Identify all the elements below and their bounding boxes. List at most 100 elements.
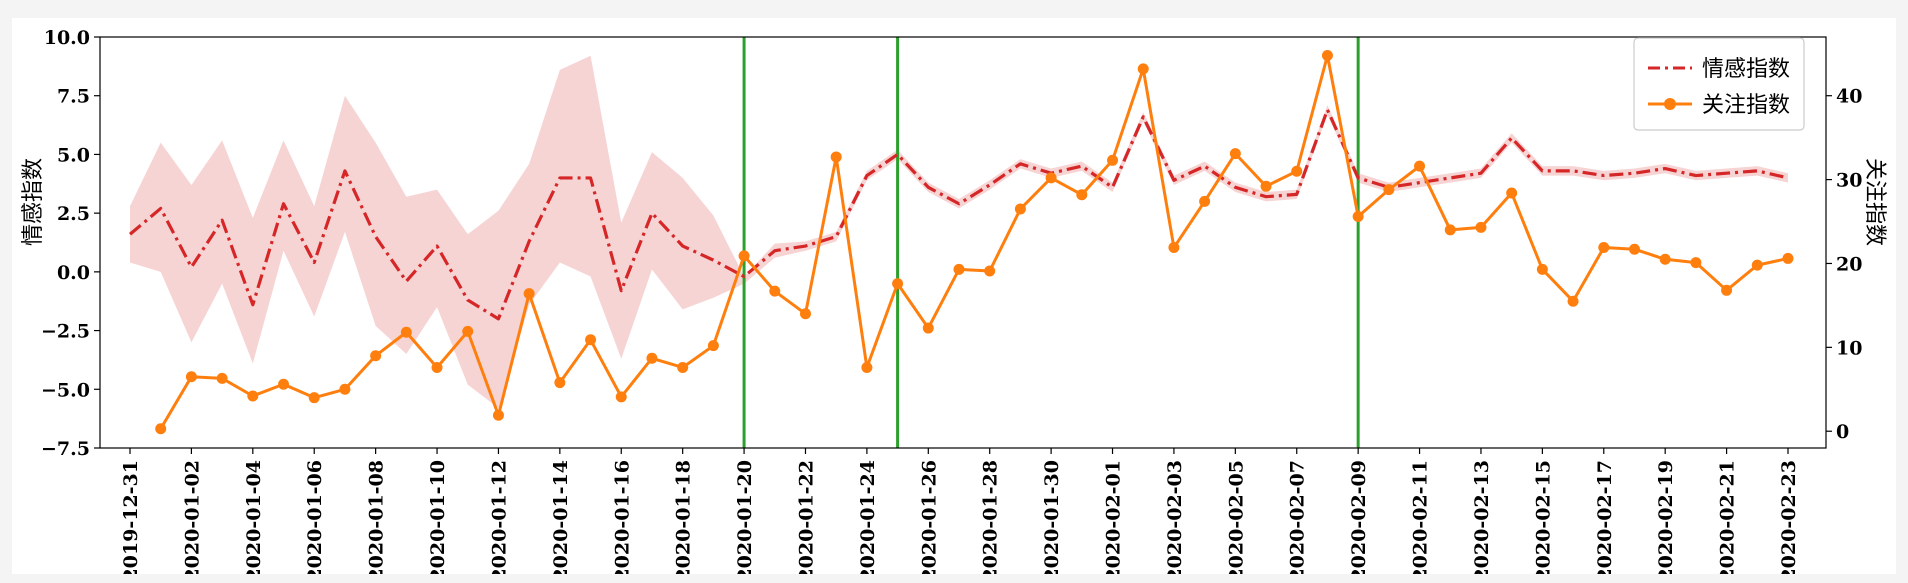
right-axis-title: 关注指数 bbox=[1862, 158, 1887, 246]
left-tick-label: −2.5 bbox=[41, 321, 90, 343]
attention-point bbox=[554, 377, 566, 389]
attention-point bbox=[861, 361, 873, 373]
attention-point bbox=[1659, 253, 1671, 265]
x-tick-label: 2020-01-06 bbox=[304, 460, 326, 574]
left-tick-label: 10.0 bbox=[44, 27, 90, 49]
attention-point bbox=[1076, 189, 1088, 201]
attention-point bbox=[1137, 63, 1149, 75]
attention-point bbox=[1475, 221, 1487, 233]
x-tick-label: 2020-01-22 bbox=[795, 460, 817, 574]
right-tick-label: 10 bbox=[1836, 337, 1862, 359]
attention-point bbox=[1045, 172, 1057, 184]
x-tick-label: 2020-01-26 bbox=[918, 460, 940, 574]
attention-point bbox=[431, 361, 443, 373]
attention-point bbox=[523, 288, 535, 300]
attention-point bbox=[646, 352, 658, 364]
x-tick-label: 2020-02-07 bbox=[1287, 460, 1309, 574]
x-tick-label: 2020-02-09 bbox=[1348, 460, 1370, 574]
x-tick-label: 2020-02-11 bbox=[1410, 460, 1432, 574]
attention-point bbox=[1107, 154, 1119, 166]
attention-point bbox=[1567, 295, 1579, 307]
x-tick-label: 2020-02-15 bbox=[1532, 460, 1554, 574]
attention-point bbox=[707, 340, 719, 352]
x-tick-label: 2020-01-08 bbox=[366, 460, 388, 574]
right-tick-label: 0 bbox=[1836, 421, 1849, 443]
legend: 情感指数 关注指数 bbox=[1633, 37, 1805, 131]
attention-point bbox=[1229, 148, 1241, 160]
legend-label-sentiment: 情感指数 bbox=[1702, 57, 1790, 82]
left-tick-label: 5.0 bbox=[57, 144, 90, 166]
attention-point bbox=[216, 372, 228, 384]
x-tick-label: 2020-02-05 bbox=[1225, 460, 1247, 574]
attention-point bbox=[1383, 184, 1395, 196]
attention-point bbox=[1321, 49, 1333, 61]
attention-point bbox=[892, 278, 904, 290]
x-tick-label: 2020-01-18 bbox=[673, 460, 695, 574]
legend-label-attention: 关注指数 bbox=[1702, 93, 1790, 118]
chart-card: −7.5 −5.0 −2.5 0.0 2.5 5.0 7.5 10.0 0 10 20 30 40 201… bbox=[12, 18, 1896, 574]
attention-point bbox=[185, 371, 197, 383]
x-tick-label: 2020-02-01 bbox=[1103, 460, 1125, 574]
x-tick-label: 2020-02-13 bbox=[1471, 460, 1493, 574]
attention-point bbox=[1291, 165, 1303, 177]
attention-point bbox=[1444, 224, 1456, 236]
x-tick-label: 2020-01-04 bbox=[243, 460, 265, 574]
attention-point bbox=[1260, 180, 1272, 192]
attention-point bbox=[953, 263, 965, 275]
attention-point bbox=[738, 250, 750, 262]
legend-frame bbox=[1633, 37, 1805, 131]
attention-point bbox=[1352, 210, 1364, 222]
x-tick-label: 2020-02-19 bbox=[1655, 460, 1677, 574]
attention-point bbox=[1751, 259, 1763, 271]
x-tick-label: 2020-02-17 bbox=[1594, 460, 1616, 574]
left-tick-label: 0.0 bbox=[57, 262, 90, 284]
attention-point bbox=[677, 361, 689, 373]
x-tick-label: 2020-01-02 bbox=[181, 460, 203, 574]
confidence-band-layer bbox=[130, 55, 1788, 409]
attention-point bbox=[1721, 284, 1733, 296]
attention-point bbox=[1199, 195, 1211, 207]
attention-point bbox=[308, 392, 320, 404]
x-tick-label: 2019-12-31 bbox=[120, 460, 142, 574]
x-tick-label: 2020-02-03 bbox=[1164, 460, 1186, 574]
x-tick-label: 2020-01-10 bbox=[427, 460, 449, 574]
attention-point bbox=[1414, 160, 1426, 172]
sentiment-line bbox=[128, 108, 1789, 321]
attention-point bbox=[1168, 242, 1180, 254]
attention-point bbox=[155, 423, 167, 435]
attention-point bbox=[830, 151, 842, 163]
left-tick-label: 2.5 bbox=[57, 203, 90, 225]
attention-point bbox=[370, 350, 382, 362]
x-tick-label: 2020-01-12 bbox=[488, 460, 510, 574]
attention-point bbox=[492, 409, 504, 421]
chart-svg: −7.5 −5.0 −2.5 0.0 2.5 5.0 7.5 10.0 0 10 20 30 40 201… bbox=[21, 27, 1887, 574]
attention-point bbox=[400, 326, 412, 338]
left-tick-label: −7.5 bbox=[41, 438, 90, 460]
attention-line bbox=[159, 53, 1789, 430]
attention-point bbox=[462, 325, 474, 337]
x-tick-label: 2020-01-16 bbox=[611, 460, 633, 574]
left-tick-label: 7.5 bbox=[57, 86, 90, 108]
attention-point bbox=[1014, 203, 1026, 215]
attention-point bbox=[585, 334, 597, 346]
x-tick-label: 2020-01-24 bbox=[857, 460, 879, 574]
attention-point bbox=[247, 390, 259, 402]
attention-point bbox=[1782, 252, 1794, 264]
x-tick-label: 2020-01-20 bbox=[734, 460, 756, 574]
x-tick-label: 2020-01-14 bbox=[550, 460, 572, 574]
x-tick-label: 2020-01-28 bbox=[980, 460, 1002, 574]
legend-marker-attention bbox=[1664, 98, 1676, 110]
plot-frame bbox=[99, 36, 1827, 449]
right-tick-label: 20 bbox=[1836, 253, 1862, 275]
attention-point bbox=[1690, 257, 1702, 269]
x-tick-label: 2020-01-30 bbox=[1041, 460, 1063, 574]
attention-point bbox=[1506, 187, 1518, 199]
series-layer bbox=[128, 49, 1794, 435]
right-tick-label: 40 bbox=[1836, 86, 1862, 108]
x-tick-label: 2020-02-23 bbox=[1778, 460, 1800, 574]
attention-point bbox=[1536, 263, 1548, 275]
attention-point bbox=[769, 285, 781, 297]
attention-point bbox=[339, 383, 351, 395]
event-lines-layer bbox=[742, 37, 1360, 448]
sentiment-confidence-band bbox=[130, 55, 1788, 409]
